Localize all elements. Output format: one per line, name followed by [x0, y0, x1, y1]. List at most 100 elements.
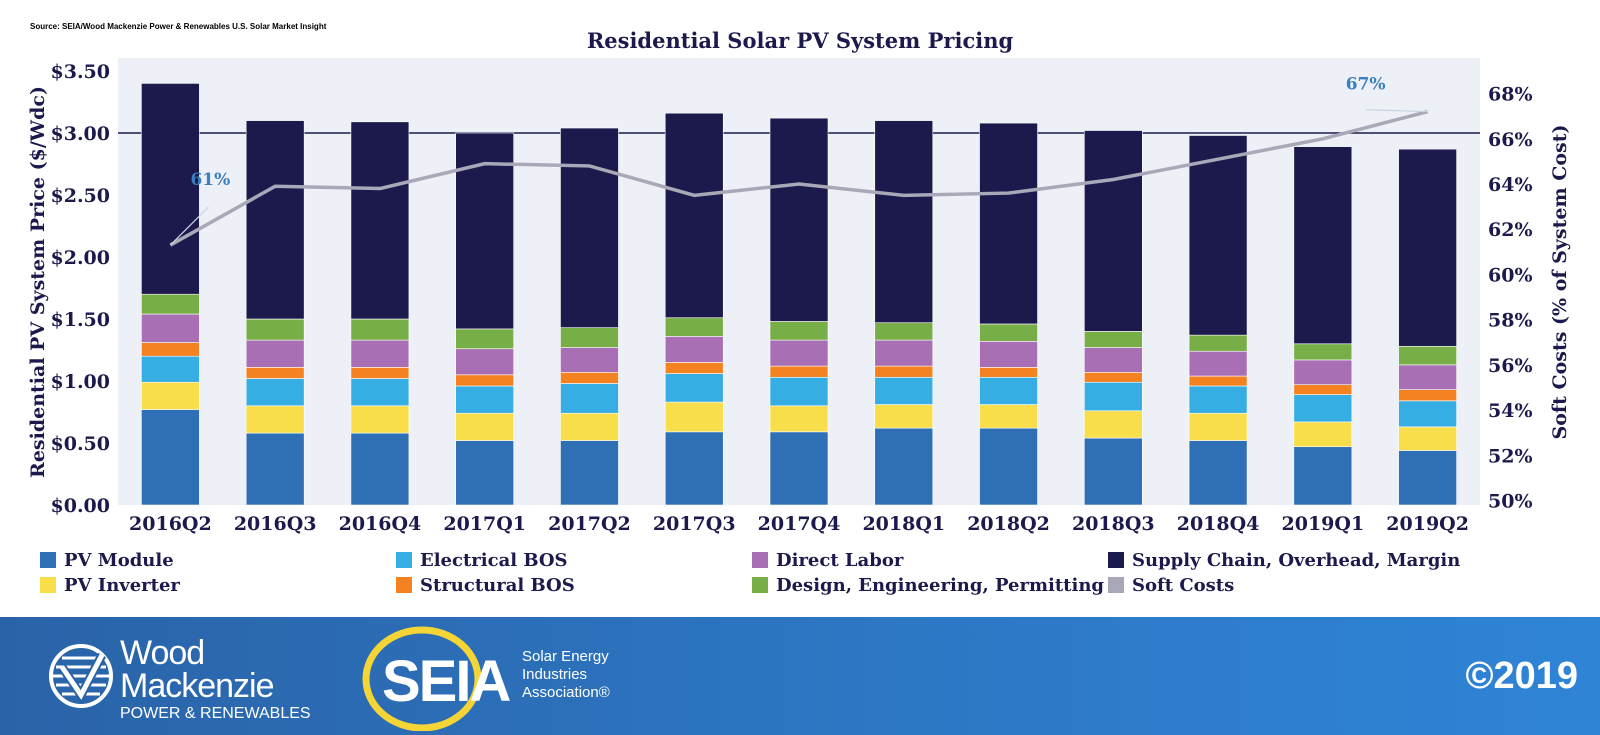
bar-segment: [1188, 375, 1248, 387]
wood-mackenzie-globe-icon: [49, 644, 113, 708]
bar-segment: [1398, 389, 1457, 402]
bar-segment: [455, 328, 514, 350]
bar-segment: [1084, 410, 1143, 439]
bar-segment: [141, 342, 200, 357]
bar-segment: [874, 339, 934, 367]
bar-segment: [455, 348, 514, 376]
chart-title: Residential Solar PV System Pricing: [587, 28, 1014, 53]
bar-segment: [979, 404, 1038, 429]
x-tick-label: 2018Q3: [1072, 513, 1155, 535]
x-tick-label: 2016Q2: [129, 513, 212, 535]
y2-axis-label: Soft Costs (% of System Cost): [1549, 125, 1571, 440]
x-tick-label: 2019Q1: [1282, 513, 1365, 535]
bar-segment: [350, 121, 410, 320]
wood-mackenzie-logo[interactable]: Wood Mackenzie POWER & RENEWABLES: [48, 635, 348, 725]
x-tick-label: 2017Q4: [758, 513, 841, 535]
copyright: ©2019: [1465, 655, 1578, 697]
bar-segment: [1188, 135, 1248, 336]
y-tick-label: $2.00: [51, 247, 111, 269]
bar-segment: [455, 385, 514, 414]
bar-segment: [141, 83, 200, 295]
y-tick-label: $1.00: [51, 371, 111, 393]
annotation-leader-first: [169, 206, 209, 246]
bar-segment: [979, 427, 1038, 506]
y-tick-label: $3.50: [51, 61, 111, 83]
bar-segment: [769, 365, 829, 378]
bar-segment: [1293, 394, 1353, 423]
bar-segment: [245, 367, 305, 379]
bar-segment: [1293, 146, 1353, 345]
seia-mark: SEIA: [382, 649, 510, 714]
legend-label: Direct Labor: [776, 549, 904, 571]
bar-segment: [350, 378, 410, 407]
legend-swatch: [752, 577, 768, 593]
bar-segment: [1084, 372, 1143, 383]
x-tick-label: 2018Q4: [1177, 513, 1260, 535]
bar-segment: [769, 376, 829, 407]
bar-segment: [1188, 412, 1248, 441]
x-tick-label: 2019Q2: [1386, 513, 1469, 535]
y-axis-label: Residential PV System Price ($/Wdc): [27, 86, 49, 478]
y-tick-label: $3.00: [51, 123, 111, 145]
legend-swatch: [40, 552, 56, 568]
legend-item: PV Module: [40, 549, 174, 571]
bar-segment: [769, 405, 829, 433]
legend-label: Soft Costs: [1132, 574, 1235, 596]
bar-segment: [141, 409, 200, 506]
bar-segment: [1188, 440, 1248, 506]
bar-segment: [560, 440, 619, 506]
legend-swatch: [1108, 577, 1124, 593]
bar-segment: [664, 362, 724, 374]
legend-label: Structural BOS: [420, 574, 575, 596]
bar-segment: [1398, 364, 1457, 390]
bar-segment: [1293, 446, 1353, 506]
y2-tick-label: 68%: [1488, 84, 1533, 106]
bar-segment: [560, 347, 619, 373]
bar-segment: [245, 378, 305, 407]
annotation-last: 67%: [1346, 75, 1386, 95]
bar-segment: [141, 313, 200, 343]
legend-item: Electrical BOS: [396, 549, 568, 571]
y2-tick-label: 62%: [1488, 219, 1533, 241]
seia-sun-ring: [362, 626, 482, 731]
bar-segment: [245, 432, 305, 506]
bar-segment: [874, 427, 934, 506]
y2-tick-label: 58%: [1488, 310, 1533, 332]
bar-segment: [874, 322, 934, 341]
wm-subtitle: POWER & RENEWABLES: [120, 705, 311, 722]
bar-segment: [1188, 334, 1248, 352]
bar-segment: [664, 317, 724, 337]
seia-logo[interactable]: SEIA Solar Energy Industries Association…: [360, 623, 680, 731]
bar-segment: [560, 127, 619, 328]
bar-segment: [1188, 385, 1248, 414]
bar-segment: [979, 376, 1038, 405]
bar-segment: [979, 367, 1038, 378]
y2-tick-label: 60%: [1488, 264, 1533, 286]
bar-segment: [560, 412, 619, 441]
y2-tick-label: 66%: [1488, 129, 1533, 151]
bar-segment: [141, 381, 200, 410]
seia-line-3: Association®: [522, 684, 610, 701]
legend-item: Soft Costs: [1108, 574, 1234, 596]
bar-segment: [664, 373, 724, 403]
bar-segment: [560, 383, 619, 414]
bar-segment: [1293, 421, 1353, 448]
bar-segment: [1398, 148, 1457, 347]
legend-swatch: [396, 552, 412, 568]
bar-segment: [1188, 350, 1248, 377]
legend-item: Supply Chain, Overhead, Margin: [1108, 549, 1460, 571]
bar-segment: [350, 318, 410, 341]
bar-segment: [769, 117, 829, 322]
legend-item: Direct Labor: [752, 549, 903, 571]
bar-segment: [979, 341, 1038, 368]
legend-label: PV Module: [64, 549, 174, 571]
bar-segment: [664, 431, 724, 506]
bar-segment: [1398, 345, 1457, 366]
legend-label: Design, Engineering, Permitting: [776, 574, 1104, 596]
annotation-leader-last: [1365, 109, 1428, 113]
y-tick-label: $0.50: [51, 433, 111, 455]
pricing-chart: Residential Solar PV System Pricing $0.00…: [27, 28, 1571, 535]
bar-segment: [664, 336, 724, 363]
bar-segment: [560, 327, 619, 348]
footer-banner: Wood Mackenzie POWER & RENEWABLES SEIA S…: [0, 617, 1600, 735]
